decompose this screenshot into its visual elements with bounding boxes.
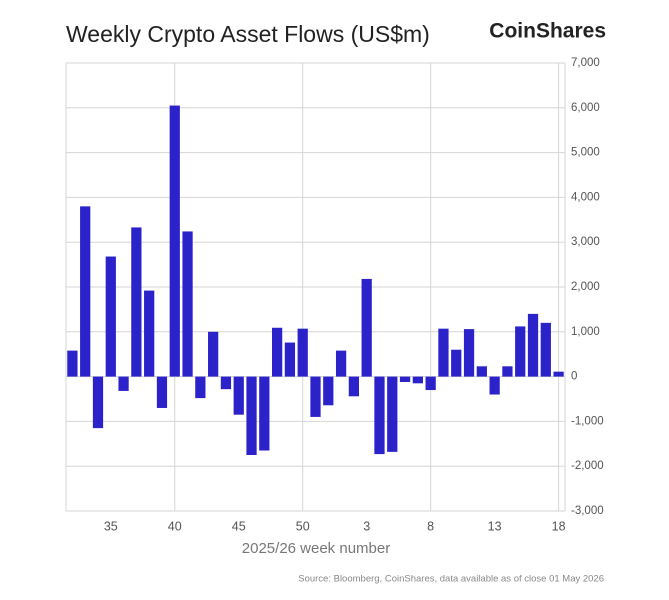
bar <box>425 376 436 391</box>
bar <box>540 322 551 377</box>
bar <box>208 331 219 377</box>
y-tick-label: 2,000 <box>571 281 600 293</box>
x-tick-label: 3 <box>363 519 370 533</box>
y-tick-label: 6,000 <box>571 102 600 114</box>
bar <box>92 376 104 429</box>
x-tick-label: 35 <box>104 519 118 533</box>
y-tick-label: -1,000 <box>571 415 604 427</box>
bar <box>463 329 475 377</box>
x-tick-label: 18 <box>552 519 566 533</box>
x-tick-label: 45 <box>232 519 246 533</box>
bar <box>259 376 270 451</box>
bar <box>361 278 372 377</box>
bar <box>233 376 244 415</box>
bar <box>118 376 129 391</box>
x-axis-label: 2025/26 week number <box>242 540 390 557</box>
x-tick-label: 13 <box>488 519 502 533</box>
bar <box>476 366 487 377</box>
bar <box>553 371 564 377</box>
bar <box>451 349 462 377</box>
bar <box>169 105 180 377</box>
bar <box>515 326 526 377</box>
y-tick-label: 4,000 <box>571 191 600 203</box>
x-tick-label: 40 <box>168 519 182 533</box>
bar <box>323 376 334 406</box>
x-tick-label: 50 <box>296 519 310 533</box>
bar <box>387 376 398 452</box>
bar <box>412 376 423 384</box>
bar <box>489 376 500 395</box>
bar <box>144 290 155 377</box>
y-tick-label: 1,000 <box>571 326 600 338</box>
bar <box>246 376 257 455</box>
bar <box>80 206 91 377</box>
bar <box>220 376 232 390</box>
y-tick-label: 3,000 <box>571 236 600 248</box>
bar <box>310 376 321 417</box>
source-note: Source: Bloomberg, CoinShares, data avai… <box>298 574 604 585</box>
bar <box>131 227 142 377</box>
bar <box>105 256 116 377</box>
bar <box>335 350 347 377</box>
bar <box>271 327 283 377</box>
bar <box>527 313 539 377</box>
brand: CoinShares <box>489 20 606 43</box>
bar <box>297 328 308 377</box>
bar <box>156 376 168 408</box>
bar <box>67 350 78 377</box>
bar <box>182 231 193 377</box>
y-tick-label: 5,000 <box>571 147 600 159</box>
bar <box>284 342 296 377</box>
y-tick-label: -2,000 <box>571 460 604 472</box>
y-tick-label: 7,000 <box>571 57 600 69</box>
bar <box>399 376 411 382</box>
bar <box>502 366 513 377</box>
y-tick-label: 0 <box>571 371 577 383</box>
x-tick-label: 8 <box>427 519 434 533</box>
chart-title: Weekly Crypto Asset Flows (US$m) <box>66 21 430 47</box>
y-tick-label: -3,000 <box>571 505 604 517</box>
bar <box>195 376 206 399</box>
bar <box>438 328 449 377</box>
bar <box>348 376 360 397</box>
bar <box>374 376 385 455</box>
